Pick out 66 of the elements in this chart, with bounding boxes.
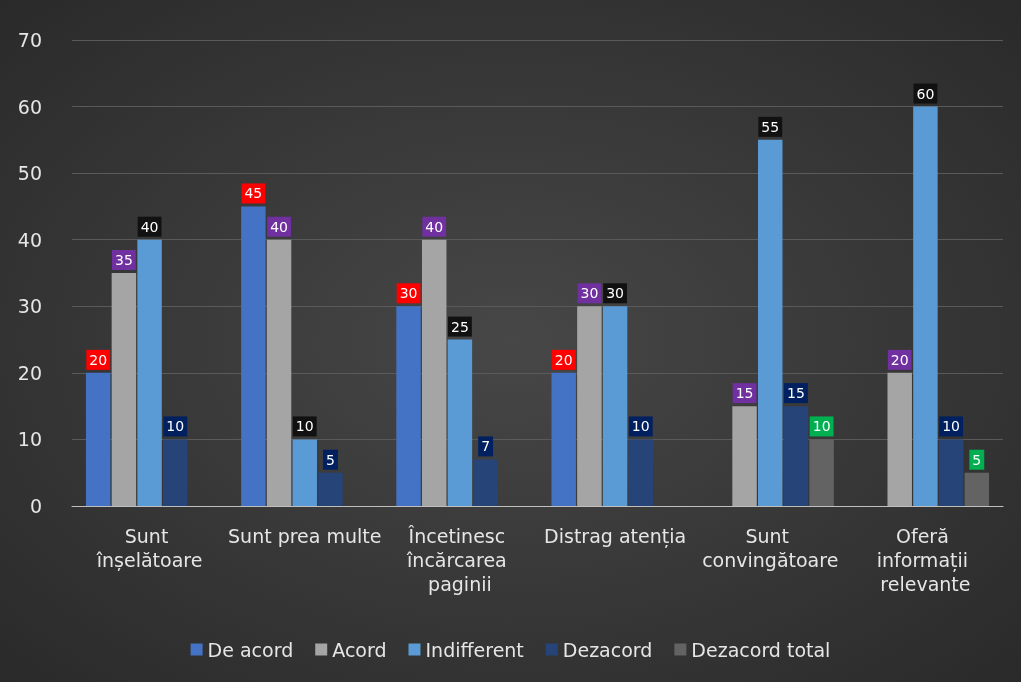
- data-label: 10: [812, 418, 831, 435]
- data-label: 60: [916, 85, 935, 102]
- legend-label: Indifferent: [425, 638, 524, 661]
- y-tick-label: 20: [17, 361, 42, 384]
- bar: [602, 306, 628, 506]
- x-tick-label: Sunt prea multe: [228, 525, 382, 547]
- data-label: 25: [451, 318, 469, 335]
- bar: [938, 439, 964, 506]
- bar: [577, 306, 602, 506]
- bar: [85, 372, 111, 506]
- data-label: 15: [787, 385, 805, 402]
- data-label: 40: [140, 218, 159, 235]
- bar: [913, 106, 938, 506]
- data-label: 45: [244, 185, 263, 202]
- data-label: 10: [631, 418, 650, 435]
- x-tick-label: Oferă informații relevante: [876, 525, 975, 595]
- bar: [628, 439, 654, 506]
- bar: [783, 406, 809, 506]
- bar: [758, 139, 783, 506]
- bar: [732, 406, 757, 506]
- data-label: 5: [325, 451, 335, 468]
- y-tick-label: 10: [17, 428, 42, 451]
- data-label: 40: [270, 218, 288, 235]
- bar: [318, 472, 343, 506]
- y-tick-label: 0: [29, 495, 42, 517]
- y-tick-label: 70: [17, 29, 42, 51]
- bar: [163, 439, 188, 506]
- legend-label: Acord: [332, 638, 387, 661]
- bar: [887, 372, 912, 506]
- bar: [421, 239, 447, 506]
- y-tick-label: 60: [17, 95, 42, 118]
- bar: [447, 339, 473, 506]
- y-tick-label: 50: [17, 162, 42, 185]
- legend-label: Dezacord total: [691, 638, 831, 661]
- legend-label: Dezacord: [562, 638, 653, 661]
- data-label: 10: [166, 418, 185, 435]
- data-label: 30: [606, 285, 624, 302]
- data-label: 20: [554, 351, 573, 368]
- data-label: 20: [890, 351, 909, 368]
- data-label: 10: [942, 418, 961, 435]
- x-tick-label: Sunt înșelătoare: [95, 525, 203, 572]
- data-label: 20: [89, 351, 108, 368]
- bar: [137, 239, 162, 506]
- data-label: 15: [735, 385, 754, 402]
- data-label: 30: [399, 285, 418, 302]
- data-label: 10: [295, 418, 314, 435]
- legend-label: De acord: [207, 638, 294, 661]
- bar: [473, 459, 498, 506]
- bar: [266, 239, 292, 506]
- y-tick-label: 40: [17, 228, 42, 251]
- bar: [964, 472, 990, 506]
- y-tick-label: 30: [17, 295, 42, 318]
- bar: [241, 206, 266, 506]
- data-label: 30: [580, 285, 599, 302]
- bar: [111, 273, 137, 506]
- data-label: 7: [481, 438, 491, 455]
- x-tick-label: Sunt convingătoare: [702, 525, 839, 571]
- bar: [551, 372, 576, 506]
- x-tick-label: Distrag atenția: [544, 525, 687, 548]
- data-label: 55: [761, 118, 780, 135]
- data-label: 35: [114, 252, 133, 268]
- bar: [396, 306, 421, 506]
- data-label: 40: [425, 218, 444, 235]
- x-tick-label: Încetinesc încărcarea paginii: [406, 525, 513, 595]
- bar: [292, 439, 317, 506]
- data-label: 5: [972, 451, 982, 468]
